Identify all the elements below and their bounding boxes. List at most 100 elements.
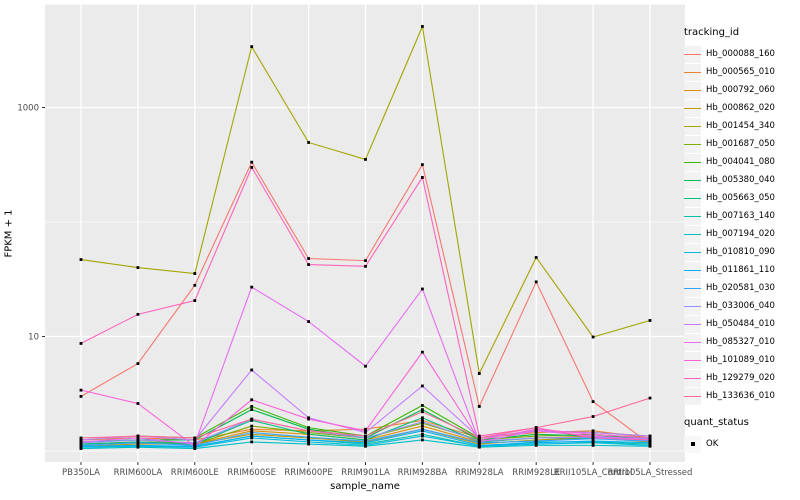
data-point: [534, 256, 538, 259]
data-point: [591, 436, 595, 440]
data-point: [250, 165, 254, 169]
data-point: [648, 396, 652, 400]
data-point: [250, 368, 254, 372]
data-point: [421, 25, 424, 28]
data-point: [307, 426, 310, 430]
y-tick-label: 10: [28, 333, 39, 343]
data-point: [250, 431, 254, 434]
data-point: [534, 431, 538, 434]
x-tick-label: RRIM901LA: [341, 468, 390, 478]
data-point: [250, 405, 254, 408]
legend-item-label: Hb_001454_340: [706, 121, 775, 131]
data-point: [250, 432, 254, 436]
legend-item-label: Hb_033006_040: [706, 301, 775, 311]
data-point: [79, 394, 83, 398]
legend-item-label: Hb_133636_010: [706, 391, 775, 401]
data-point: [421, 384, 424, 388]
data-point: [648, 438, 652, 442]
data-point: [250, 160, 254, 164]
data-point: [364, 431, 367, 434]
x-tick-label: PB350LA: [62, 468, 100, 478]
data-point: [477, 436, 481, 440]
data-point: [591, 441, 595, 445]
legend-item-label: Hb_010810_090: [706, 247, 775, 257]
data-point: [193, 438, 197, 442]
data-point: [136, 441, 140, 445]
data-point: [193, 272, 197, 275]
data-point: [79, 443, 83, 447]
legend-item-ok: OK: [684, 435, 800, 453]
legend-item-Hb_050484_010: Hb_050484_010: [684, 315, 800, 333]
legend-item-label: Hb_129279_020: [706, 373, 775, 383]
data-point: [79, 447, 83, 450]
data-point: [421, 429, 424, 433]
data-point: [364, 158, 367, 161]
data-point: [364, 364, 367, 368]
data-point: [193, 283, 197, 287]
data-point: [79, 388, 83, 392]
data-point: [250, 427, 254, 431]
series-line-key-icon: [684, 135, 701, 153]
data-point: [79, 342, 83, 345]
data-point: [534, 426, 538, 430]
data-point: [250, 434, 254, 438]
series-line-key-icon: [684, 99, 701, 117]
data-point: [79, 258, 83, 261]
legend-item-label: Hb_007163_140: [706, 211, 775, 221]
series-line-key-icon: [684, 243, 701, 261]
legend-item-label: Hb_000088_160: [706, 49, 775, 59]
data-point: [193, 436, 197, 440]
data-point: [193, 444, 197, 448]
x-tick-label: RRIM600SE: [227, 468, 276, 478]
data-point: [250, 408, 254, 411]
series-line-key-icon: [684, 261, 701, 279]
y-axis-title: FPKM + 1: [3, 209, 15, 258]
data-point: [648, 441, 652, 445]
data-point: [364, 443, 367, 447]
series-line-key-icon: [684, 45, 701, 63]
data-point: [421, 434, 424, 438]
data-point: [421, 421, 424, 425]
data-point: [477, 405, 481, 408]
data-point: [591, 415, 595, 418]
axis-ticks: [42, 107, 651, 465]
data-point: [307, 432, 310, 436]
data-point: [421, 438, 424, 442]
series-line-key-icon: [684, 297, 701, 315]
legend-quant-status: quant_status OK: [684, 417, 800, 453]
data-point: [591, 439, 595, 443]
data-point: [591, 335, 595, 339]
data-point: [79, 440, 83, 444]
data-point: [136, 266, 140, 269]
data-point: [193, 299, 197, 302]
data-point: [591, 434, 595, 438]
data-point: [136, 436, 140, 440]
legend-items: Hb_000088_160 Hb_000565_010 Hb_000792_060 H…: [684, 45, 800, 405]
data-point: [477, 438, 481, 442]
ok-point-key-icon: [684, 435, 701, 453]
legend-item-label: Hb_005380_040: [706, 175, 775, 185]
legend-item-Hb_011861_110: Hb_011861_110: [684, 261, 800, 279]
data-point: [307, 141, 310, 144]
data-point: [364, 427, 367, 431]
data-point: [477, 372, 481, 375]
series-line-key-icon: [684, 369, 701, 387]
data-point: [421, 427, 424, 431]
legend-item-Hb_007163_140: Hb_007163_140: [684, 207, 800, 225]
legend-item-Hb_001454_340: Hb_001454_340: [684, 117, 800, 135]
series-line-key-icon: [684, 189, 701, 207]
data-point: [250, 429, 254, 433]
data-point: [421, 416, 424, 420]
data-point: [364, 429, 367, 433]
x-tick-label: RRIM928LA: [455, 468, 504, 478]
data-point: [193, 447, 197, 450]
data-point: [307, 263, 310, 266]
data-point: [136, 434, 140, 438]
series-line-key-icon: [684, 351, 701, 369]
series-line-key-icon: [684, 171, 701, 189]
legend-item-Hb_000862_020: Hb_000862_020: [684, 99, 800, 117]
data-point: [534, 432, 538, 436]
legend-item-Hb_007194_020: Hb_007194_020: [684, 225, 800, 243]
data-point: [307, 442, 310, 446]
